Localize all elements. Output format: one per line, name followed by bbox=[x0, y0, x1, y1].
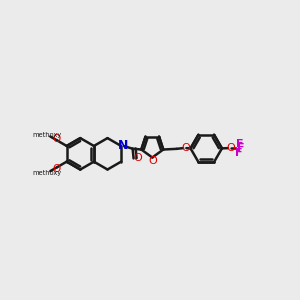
Text: O: O bbox=[134, 153, 142, 163]
Text: F: F bbox=[235, 148, 243, 158]
Text: N: N bbox=[118, 139, 129, 152]
Text: O: O bbox=[52, 164, 61, 174]
Text: methoxy: methoxy bbox=[32, 132, 61, 138]
Text: O: O bbox=[182, 143, 190, 153]
Text: O: O bbox=[226, 143, 235, 153]
Text: F: F bbox=[237, 143, 244, 153]
Text: methoxy: methoxy bbox=[32, 169, 61, 175]
Text: O: O bbox=[148, 155, 157, 166]
Text: F: F bbox=[236, 139, 244, 149]
Text: O: O bbox=[52, 134, 61, 144]
